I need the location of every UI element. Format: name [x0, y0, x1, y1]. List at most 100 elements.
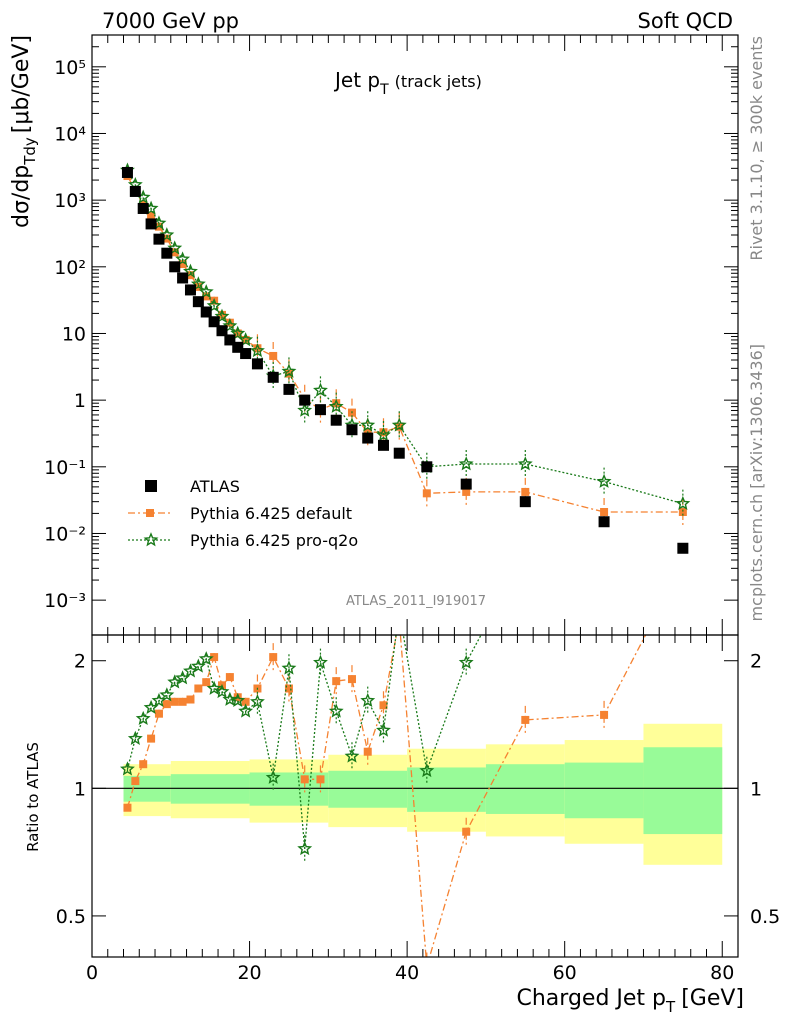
ratio-point-proq2o-26 [419, 762, 435, 778]
main-line-proq2o [126, 169, 684, 505]
main-point-default-30 [678, 507, 687, 516]
ratio-point-default-2 [139, 760, 148, 769]
ratio-point-proq2o-14 [230, 692, 246, 707]
main-point-proq2o-7 [175, 251, 191, 266]
atlas-point-19 [299, 394, 311, 406]
main-point-default-26 [422, 489, 431, 498]
ratio-point-proq2o-28 [520, 547, 531, 558]
main-point-default-24 [379, 428, 388, 437]
header-left: 7000 GeV pp [102, 9, 239, 33]
ratio-point-proq2o-20 [313, 654, 328, 669]
ratio-point-proq2o-10 [198, 651, 214, 666]
ratio-ytick-label-right-2: 2 [750, 651, 762, 673]
atlas-point-10 [200, 306, 212, 318]
atlas-point-0 [121, 166, 133, 178]
ratio-point-default-19 [300, 775, 309, 784]
band-inner-2 [249, 772, 329, 806]
ratio-point-default-30 [679, 559, 687, 567]
legend-label-atlas: ATLAS [190, 477, 240, 496]
main-point-default-27 [462, 487, 471, 496]
main-ytick-label-4: 10 [62, 323, 86, 345]
main-point-proq2o-8 [183, 263, 198, 278]
ratio-point-default-27 [462, 827, 471, 836]
atlas-point-17 [267, 371, 279, 383]
ratio-point-proq2o-29 [598, 527, 609, 538]
atlas-point-4 [153, 233, 165, 245]
main-y-label: dσ/dpTdy[μb/GeV] [9, 35, 39, 228]
main-point-proq2o-24 [376, 427, 391, 442]
ratio-ytick-label-right-1: 1 [750, 778, 762, 800]
xtick-label-1: 20 [237, 962, 261, 984]
ratio-point-default-22 [347, 675, 356, 684]
atlas-point-14 [232, 341, 244, 353]
legend-marker-proq2o [143, 532, 159, 547]
ratio-point-proq2o-0 [120, 761, 135, 776]
main-point-proq2o-18 [281, 363, 297, 378]
xtick-label-4: 80 [710, 962, 734, 984]
atlas-point-18 [283, 383, 295, 395]
atlas-point-2 [137, 202, 149, 214]
atlas-point-22 [346, 424, 358, 436]
ratio-point-default-10 [202, 678, 211, 687]
ratio-point-proq2o-16 [249, 693, 265, 709]
main-point-default-8 [186, 271, 195, 280]
ratio-point-default-24 [379, 701, 388, 710]
ratio-y-label: Ratio to ATLAS [24, 742, 42, 852]
ratio-point-default-25 [395, 616, 403, 624]
ratio-point-default-6 [170, 697, 179, 706]
main-ytick-label-5: 10² [54, 257, 86, 279]
main-point-default-7 [178, 260, 187, 269]
main-ytick-label-6: 10³ [54, 190, 86, 212]
ratio-point-proq2o-19 [297, 840, 313, 856]
main-point-proq2o-12 [214, 308, 230, 323]
ratio-point-default-18 [284, 684, 293, 693]
ratio-point-proq2o-17 [265, 769, 281, 784]
ratio-point-default-9 [194, 684, 203, 693]
atlas-point-6 [169, 261, 181, 273]
atlas-point-7 [177, 272, 189, 284]
main-point-default-12 [217, 310, 226, 319]
main-point-proq2o-23 [360, 417, 376, 432]
main-ytick-label-0: 10⁻³ [44, 590, 86, 612]
ratio-point-default-3 [147, 734, 156, 743]
legend-marker-default [146, 509, 154, 517]
atlas-point-24 [377, 439, 389, 451]
main-point-proq2o-15 [238, 332, 254, 347]
ratio-point-default-1 [131, 777, 140, 786]
ratio-point-proq2o-15 [238, 703, 254, 718]
ratio-point-proq2o-13 [222, 691, 238, 706]
atlas-point-3 [145, 218, 157, 230]
main-point-proq2o-28 [517, 456, 533, 471]
atlas-point-21 [330, 414, 342, 426]
main-point-proq2o-20 [313, 382, 328, 397]
main-ytick-label-1: 10⁻² [44, 523, 86, 545]
main-line-default [126, 175, 683, 513]
atlas-point-12 [216, 325, 228, 337]
x-axis-label: Charged Jet pT [GeV] [517, 986, 745, 1016]
atlas-point-25 [393, 447, 405, 459]
ratio-point-default-21 [332, 677, 341, 686]
ratio-point-default-23 [363, 747, 372, 756]
header-right: Soft QCD [638, 9, 733, 33]
ratio-point-proq2o-1 [127, 730, 143, 745]
ratio-point-proq2o-24 [376, 722, 391, 737]
ratio-point-default-26 [423, 962, 431, 970]
main-point-proq2o-21 [328, 398, 344, 413]
ratio-ytick-label-right-0: 0.5 [750, 906, 780, 928]
xtick-label-0: 0 [86, 962, 98, 984]
atlas-point-27 [460, 478, 472, 490]
atlas-point-15 [240, 348, 252, 360]
ratio-point-default-20 [316, 775, 325, 784]
atlas-point-1 [129, 185, 141, 197]
ratio-point-proq2o-11 [206, 680, 222, 695]
xtick-label-3: 60 [553, 962, 577, 984]
band-inner-3 [328, 770, 408, 808]
atlas-point-5 [161, 247, 173, 259]
atlas-point-16 [251, 358, 263, 370]
atlas-point-8 [184, 284, 196, 296]
ratio-plot [120, 527, 687, 970]
main-point-default-29 [600, 507, 609, 516]
atlas-point-26 [421, 461, 433, 473]
main-point-proq2o-19 [297, 402, 313, 417]
